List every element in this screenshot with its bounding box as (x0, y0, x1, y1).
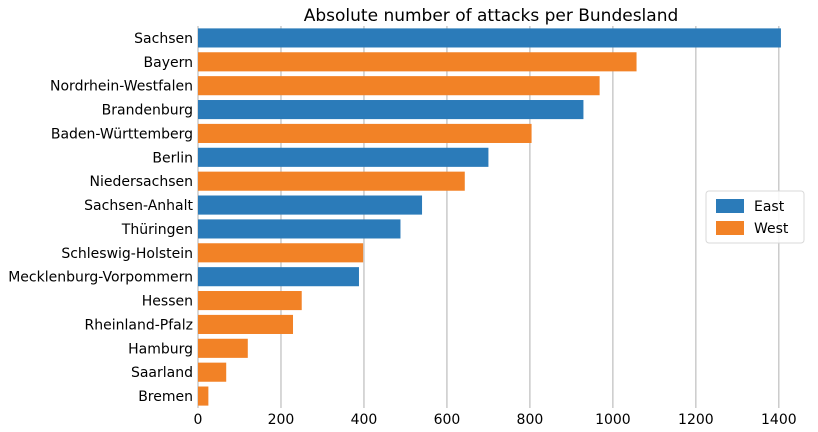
bar (198, 195, 423, 215)
bar (198, 28, 781, 48)
y-tick-label: Baden-Württemberg (51, 126, 193, 142)
y-tick-label: Rheinland-Pfalz (85, 317, 193, 333)
bar (198, 314, 294, 334)
x-tick-label: 1400 (761, 412, 797, 428)
bar (198, 386, 209, 406)
y-axis-tick-labels: Sachsen Bayern Nordrhein-Westfalen Brandenb… (8, 31, 193, 405)
legend: East West (705, 190, 805, 244)
legend-swatch (716, 199, 744, 213)
bar (198, 147, 489, 167)
x-axis-tick-labels: 0 200 400 600 800 1000 1200 1400 (194, 412, 797, 428)
bar (198, 267, 359, 287)
y-tick-label: Bremen (138, 389, 193, 405)
bar (198, 219, 401, 239)
bar (198, 123, 532, 143)
bar (198, 76, 600, 96)
x-tick-label: 800 (517, 412, 544, 428)
y-tick-label: Schleswig-Holstein (61, 246, 193, 262)
y-tick-label: Berlin (152, 150, 193, 166)
x-tick-label: 600 (434, 412, 461, 428)
y-tick-label: Sachsen (134, 31, 193, 47)
bar (198, 243, 364, 263)
bar (198, 362, 227, 382)
x-tick-label: 200 (268, 412, 295, 428)
bar (198, 171, 465, 191)
bar (198, 52, 637, 72)
bars (198, 28, 781, 406)
bar (198, 291, 302, 311)
chart-title: Absolute number of attacks per Bundeslan… (304, 6, 679, 26)
y-tick-label: Niedersachsen (90, 174, 193, 190)
y-tick-label: Hamburg (128, 341, 193, 357)
legend-swatch (716, 221, 744, 235)
y-tick-label: Thüringen (121, 222, 193, 238)
bar (198, 100, 584, 120)
bar (198, 338, 248, 358)
legend-label: East (754, 199, 785, 215)
legend-label: West (754, 221, 789, 237)
y-tick-label: Bayern (144, 55, 193, 71)
y-tick-label: Sachsen-Anhalt (84, 198, 193, 214)
x-tick-label: 1000 (595, 412, 631, 428)
x-tick-label: 400 (351, 412, 378, 428)
y-tick-label: Brandenburg (102, 103, 193, 119)
y-tick-label: Saarland (131, 365, 193, 381)
x-tick-label: 0 (194, 412, 203, 428)
x-tick-label: 1200 (678, 412, 714, 428)
y-tick-label: Mecklenburg-Vorpommern (8, 270, 193, 286)
y-tick-label: Nordrhein-Westfalen (50, 79, 193, 95)
y-tick-label: Hessen (142, 294, 193, 310)
